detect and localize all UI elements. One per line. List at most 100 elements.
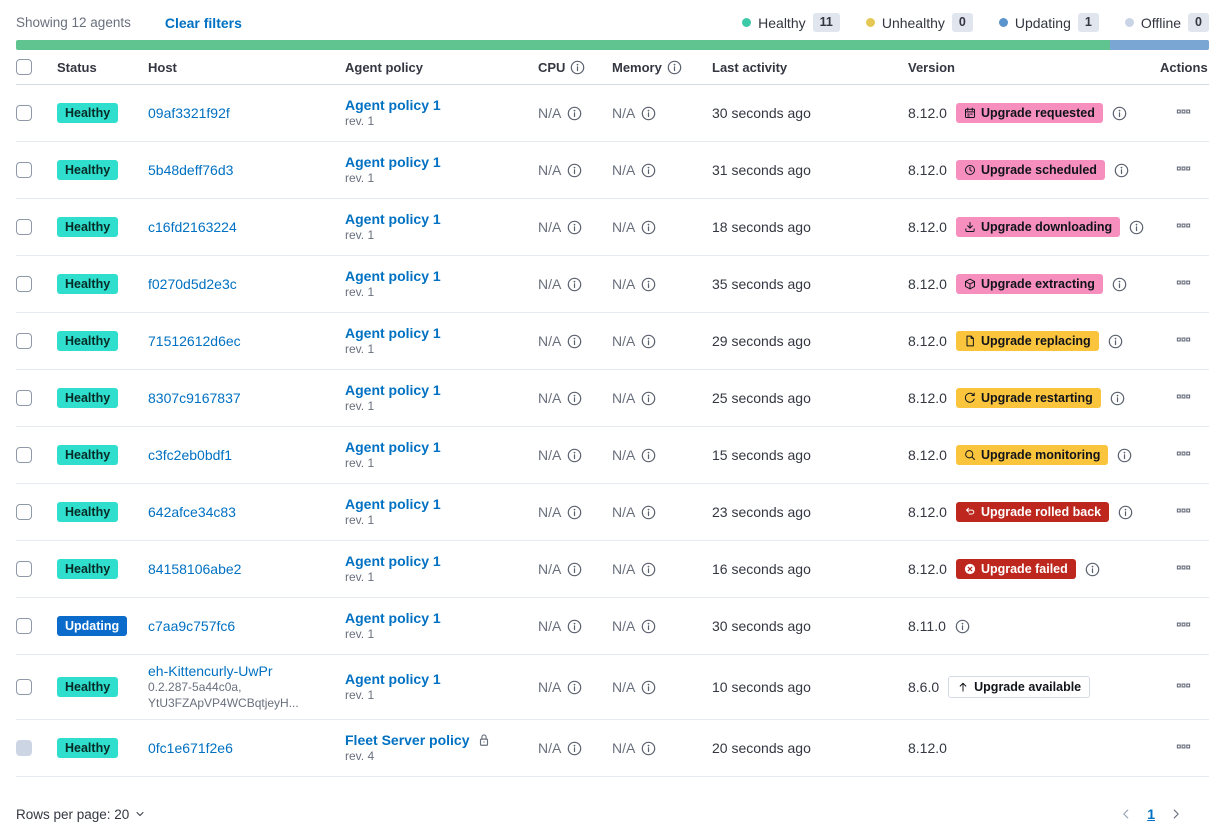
agent-policy-link[interactable]: Agent policy 1	[345, 496, 441, 512]
row-actions-button[interactable]	[1172, 271, 1195, 297]
memory-value: N/A	[612, 105, 636, 121]
agent-policy-link[interactable]: Agent policy 1	[345, 671, 441, 687]
info-icon	[1085, 562, 1100, 577]
col-last-activity: Last activity	[712, 59, 788, 75]
row-checkbox[interactable]	[16, 504, 32, 520]
row-checkbox-cell	[16, 618, 57, 634]
row-checkbox[interactable]	[16, 390, 32, 406]
cpu-value: N/A	[538, 105, 562, 121]
upgrade-status-badge: Upgrade extracting	[955, 274, 1103, 294]
version-cell: 8.12.0 Upgrade restarting	[908, 388, 1160, 408]
agent-policy-link[interactable]: Agent policy 1	[345, 154, 441, 170]
host-link[interactable]: 09af3321f92f	[148, 105, 230, 121]
agent-policy-link[interactable]: Agent policy 1	[345, 211, 441, 227]
host-link[interactable]: c3fc2eb0bdf1	[148, 447, 233, 463]
host-link[interactable]: 71512612d6ec	[148, 333, 241, 349]
actions-cell	[1160, 214, 1209, 240]
agent-policy-link[interactable]: Agent policy 1	[345, 382, 441, 398]
host-link[interactable]: c7aa9c757fc6	[148, 618, 236, 634]
agent-policy-link[interactable]: Agent policy 1	[345, 439, 441, 455]
actions-cell	[1160, 157, 1209, 183]
inspect-icon	[964, 449, 976, 461]
legend-count-badge: 0	[1188, 13, 1209, 32]
agent-policy-link[interactable]: Agent policy 1	[345, 268, 441, 284]
row-actions-button[interactable]	[1172, 214, 1195, 240]
row-actions-button[interactable]	[1172, 385, 1195, 411]
row-actions-button[interactable]	[1172, 613, 1195, 639]
agent-policy-link[interactable]: Agent policy 1	[345, 97, 441, 113]
info-icon	[641, 106, 656, 121]
status-cell: Updating	[57, 616, 148, 636]
clear-filters-link[interactable]: Clear filters	[164, 14, 242, 31]
previous-page-button[interactable]	[1119, 807, 1133, 821]
select-all-checkbox[interactable]	[16, 59, 32, 75]
table-row: Healthy 0fc1e671f2e6 Fleet Server policy…	[16, 720, 1209, 777]
cpu-cell: N/A	[538, 105, 612, 121]
legend-updating-dot	[998, 18, 1008, 27]
row-checkbox[interactable]	[16, 561, 32, 577]
upgrade-status-label: Upgrade scheduled	[980, 163, 1097, 177]
policy-revision: rev. 1	[345, 342, 375, 356]
row-actions-button[interactable]	[1172, 157, 1195, 183]
row-checkbox[interactable]	[16, 105, 32, 121]
row-checkbox[interactable]	[16, 162, 32, 178]
page-number-1[interactable]: 1	[1147, 806, 1155, 822]
policy-revision: rev. 1	[345, 627, 375, 641]
agent-policy-link[interactable]: Agent policy 1	[345, 610, 441, 626]
row-actions-button[interactable]	[1172, 100, 1195, 126]
info-icon	[567, 562, 582, 577]
host-link[interactable]: 0fc1e671f2e6	[148, 740, 233, 756]
memory-info-icon[interactable]	[667, 60, 682, 75]
info-icon	[1114, 163, 1129, 178]
host-link[interactable]: 5b48deff76d3	[148, 162, 234, 178]
host-link[interactable]: c16fd2163224	[148, 219, 237, 235]
row-actions-button[interactable]	[1172, 499, 1195, 525]
agent-policy-link[interactable]: Fleet Server policy	[345, 732, 470, 748]
policy-revision: rev. 1	[345, 171, 375, 185]
row-checkbox[interactable]	[16, 276, 32, 292]
cpu-value: N/A	[538, 504, 562, 520]
agent-status-bar	[16, 40, 1209, 50]
version-cell: 8.12.0 Upgrade scheduled	[908, 160, 1160, 180]
row-actions-button[interactable]	[1172, 442, 1195, 468]
row-checkbox-cell	[16, 219, 57, 235]
row-checkbox[interactable]	[16, 679, 32, 695]
info-icon	[641, 334, 656, 349]
host-link[interactable]: 642afce34c83	[148, 504, 236, 520]
row-checkbox[interactable]	[16, 333, 32, 349]
info-icon	[641, 619, 656, 634]
agent-policy-link[interactable]: Agent policy 1	[345, 553, 441, 569]
row-checkbox[interactable]	[16, 618, 32, 634]
rows-per-page-button[interactable]: Rows per page: 20	[16, 807, 146, 822]
row-actions-button[interactable]	[1172, 556, 1195, 582]
host-cell: 09af3321f92f	[148, 97, 345, 129]
version-cell: 8.12.0	[908, 740, 1160, 756]
cpu-info-icon[interactable]	[570, 60, 585, 75]
host-link[interactable]: 8307c9167837	[148, 390, 241, 406]
actions-cell	[1160, 271, 1209, 297]
last-activity-value: 18 seconds ago	[712, 219, 811, 235]
host-link[interactable]: 84158106abe2	[148, 561, 242, 577]
host-link[interactable]: eh-Kittencurly-UwPr	[148, 663, 273, 679]
host-link[interactable]: f0270d5d2e3c	[148, 276, 237, 292]
next-page-button[interactable]	[1169, 807, 1183, 821]
host-cell: 8307c9167837	[148, 382, 345, 414]
upgrade-status-label: Upgrade replacing	[980, 334, 1091, 348]
table-row: Updating c7aa9c757fc6 Agent policy 1 rev.…	[16, 598, 1209, 655]
row-checkbox[interactable]	[16, 219, 32, 235]
last-activity-value: 30 seconds ago	[712, 105, 811, 121]
cpu-value: N/A	[538, 447, 562, 463]
row-actions-button[interactable]	[1172, 735, 1195, 761]
info-icon	[641, 163, 656, 178]
row-checkbox[interactable]	[16, 447, 32, 463]
policy-cell: Agent policy 1 rev. 1	[345, 317, 538, 365]
last-activity-value: 15 seconds ago	[712, 447, 811, 463]
row-actions-button[interactable]	[1172, 328, 1195, 354]
host-subtext: 0.2.287-5a44c0a,	[148, 680, 242, 694]
row-actions-button[interactable]	[1172, 674, 1195, 700]
version-value: 8.12.0	[908, 740, 947, 756]
last-activity-value: 30 seconds ago	[712, 618, 811, 634]
agent-policy-link[interactable]: Agent policy 1	[345, 325, 441, 341]
host-cell: c16fd2163224	[148, 211, 345, 243]
